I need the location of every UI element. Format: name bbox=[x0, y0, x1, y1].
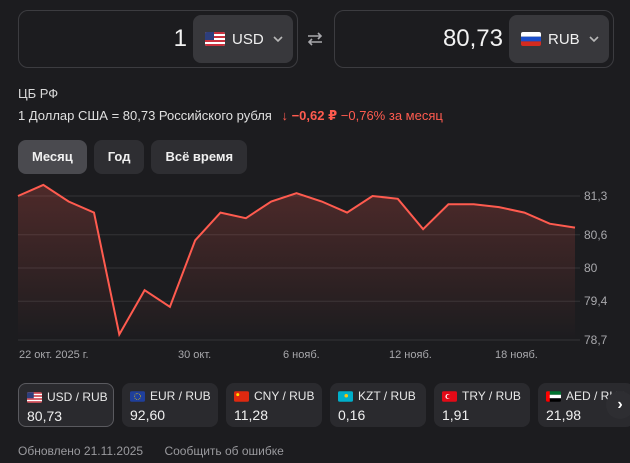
rate-chart-svg: 81,3 80,6 80 79,4 78,7 22 окт. 2025 г. 30 окт… bbox=[17, 183, 608, 361]
y-tick-label: 80 bbox=[584, 261, 598, 275]
x-tick-label: 30 окт. bbox=[178, 349, 211, 360]
report-error-link[interactable]: Сообщить об ошибке bbox=[164, 444, 284, 458]
updated-text: Обновлено 21.11.2025 bbox=[18, 444, 144, 458]
chevron-down-icon bbox=[589, 32, 599, 46]
rate-source: ЦБ РФ bbox=[18, 86, 59, 101]
tr-flag-icon bbox=[442, 390, 457, 402]
pair-label: CNY / RUB bbox=[254, 389, 315, 403]
to-currency-select[interactable]: RUB bbox=[509, 15, 609, 63]
pair-value: 92,60 bbox=[130, 407, 166, 423]
rate-change-period: за месяц bbox=[388, 108, 443, 123]
rate-change: ↓ −0,62 ₽ −0,76% за месяц bbox=[281, 108, 442, 123]
y-tick-label: 78,7 bbox=[584, 333, 608, 347]
pair-eur-rub[interactable]: EUR / RUB 92,60 bbox=[122, 383, 218, 427]
pair-try-rub[interactable]: TRY / RUB 1,91 bbox=[434, 383, 530, 427]
y-tick-label: 80,6 bbox=[584, 228, 608, 242]
swap-arrows-icon[interactable] bbox=[304, 28, 326, 50]
y-tick-label: 79,4 bbox=[584, 294, 608, 308]
rate-text: 1 Доллар США = 80,73 Российского рубля bbox=[18, 108, 272, 123]
from-currency-select[interactable]: USD bbox=[193, 15, 293, 63]
tab-all-time[interactable]: Всё время bbox=[151, 140, 248, 174]
rate-area bbox=[18, 184, 575, 340]
x-tick-label: 6 нояб. bbox=[283, 349, 320, 360]
rate-line bbox=[17, 183, 576, 338]
pair-cny-rub[interactable]: CNY / RUB 11,28 bbox=[226, 383, 322, 427]
chevron-down-icon bbox=[273, 32, 283, 46]
us-flag-icon bbox=[205, 32, 225, 46]
rate-change-pct: −0,76% bbox=[340, 108, 386, 123]
footer: Обновлено 21.11.2025 Сообщить об ошибке bbox=[18, 444, 302, 458]
ae-flag-icon bbox=[546, 390, 561, 402]
tab-year[interactable]: Год bbox=[93, 140, 145, 174]
pair-value: 0,16 bbox=[338, 407, 366, 423]
rate-summary: 1 Доллар США = 80,73 Российского рубля ↓… bbox=[18, 108, 443, 124]
pair-value: 80,73 bbox=[27, 408, 63, 424]
x-tick-label: 18 нояб. bbox=[495, 349, 538, 360]
pair-value: 21,98 bbox=[546, 407, 582, 423]
rate-chart[interactable]: 81,3 80,6 80 79,4 78,7 22 окт. 2025 г. 30 окт… bbox=[0, 180, 630, 361]
x-tick-label: 22 окт. 2025 г. bbox=[19, 349, 89, 360]
currency-pairs: USD / RUB 80,73 EUR / RUB 92,60 CNY / RU bbox=[18, 383, 630, 427]
pair-label: TRY / RUB bbox=[462, 389, 521, 403]
x-tick-label: 12 нояб. bbox=[389, 349, 432, 360]
y-tick-label: 81,3 bbox=[584, 189, 608, 203]
tab-month[interactable]: Месяц bbox=[18, 140, 87, 174]
from-currency-code: USD bbox=[232, 30, 264, 48]
pair-value: 1,91 bbox=[442, 407, 470, 423]
arrow-down-icon: ↓ bbox=[281, 108, 288, 123]
to-amount-box[interactable]: 80,73 RUB bbox=[334, 10, 614, 68]
kz-flag-icon bbox=[338, 390, 353, 402]
rate-change-abs: −0,62 ₽ bbox=[291, 108, 338, 123]
from-amount-input[interactable]: 1 bbox=[173, 25, 187, 52]
chevron-right-icon[interactable]: › bbox=[606, 391, 630, 419]
to-currency-code: RUB bbox=[548, 30, 580, 48]
pair-usd-rub[interactable]: USD / RUB 80,73 bbox=[18, 383, 114, 427]
pair-label: USD / RUB bbox=[47, 390, 108, 404]
us-flag-icon bbox=[27, 391, 42, 403]
pair-kzt-rub[interactable]: KZT / RUB 0,16 bbox=[330, 383, 426, 427]
pair-label: EUR / RUB bbox=[150, 389, 211, 403]
from-amount-box[interactable]: 1 USD bbox=[18, 10, 298, 68]
period-tabs: Месяц Год Всё время bbox=[18, 140, 248, 174]
pair-value: 11,28 bbox=[234, 407, 268, 423]
eu-flag-icon bbox=[130, 390, 145, 402]
pair-label: KZT / RUB bbox=[358, 389, 416, 403]
to-amount-input[interactable]: 80,73 bbox=[442, 25, 503, 52]
ru-flag-icon bbox=[521, 32, 541, 46]
currency-converter: 1 USD 80,73 bbox=[18, 10, 614, 68]
cn-flag-icon bbox=[234, 390, 249, 402]
